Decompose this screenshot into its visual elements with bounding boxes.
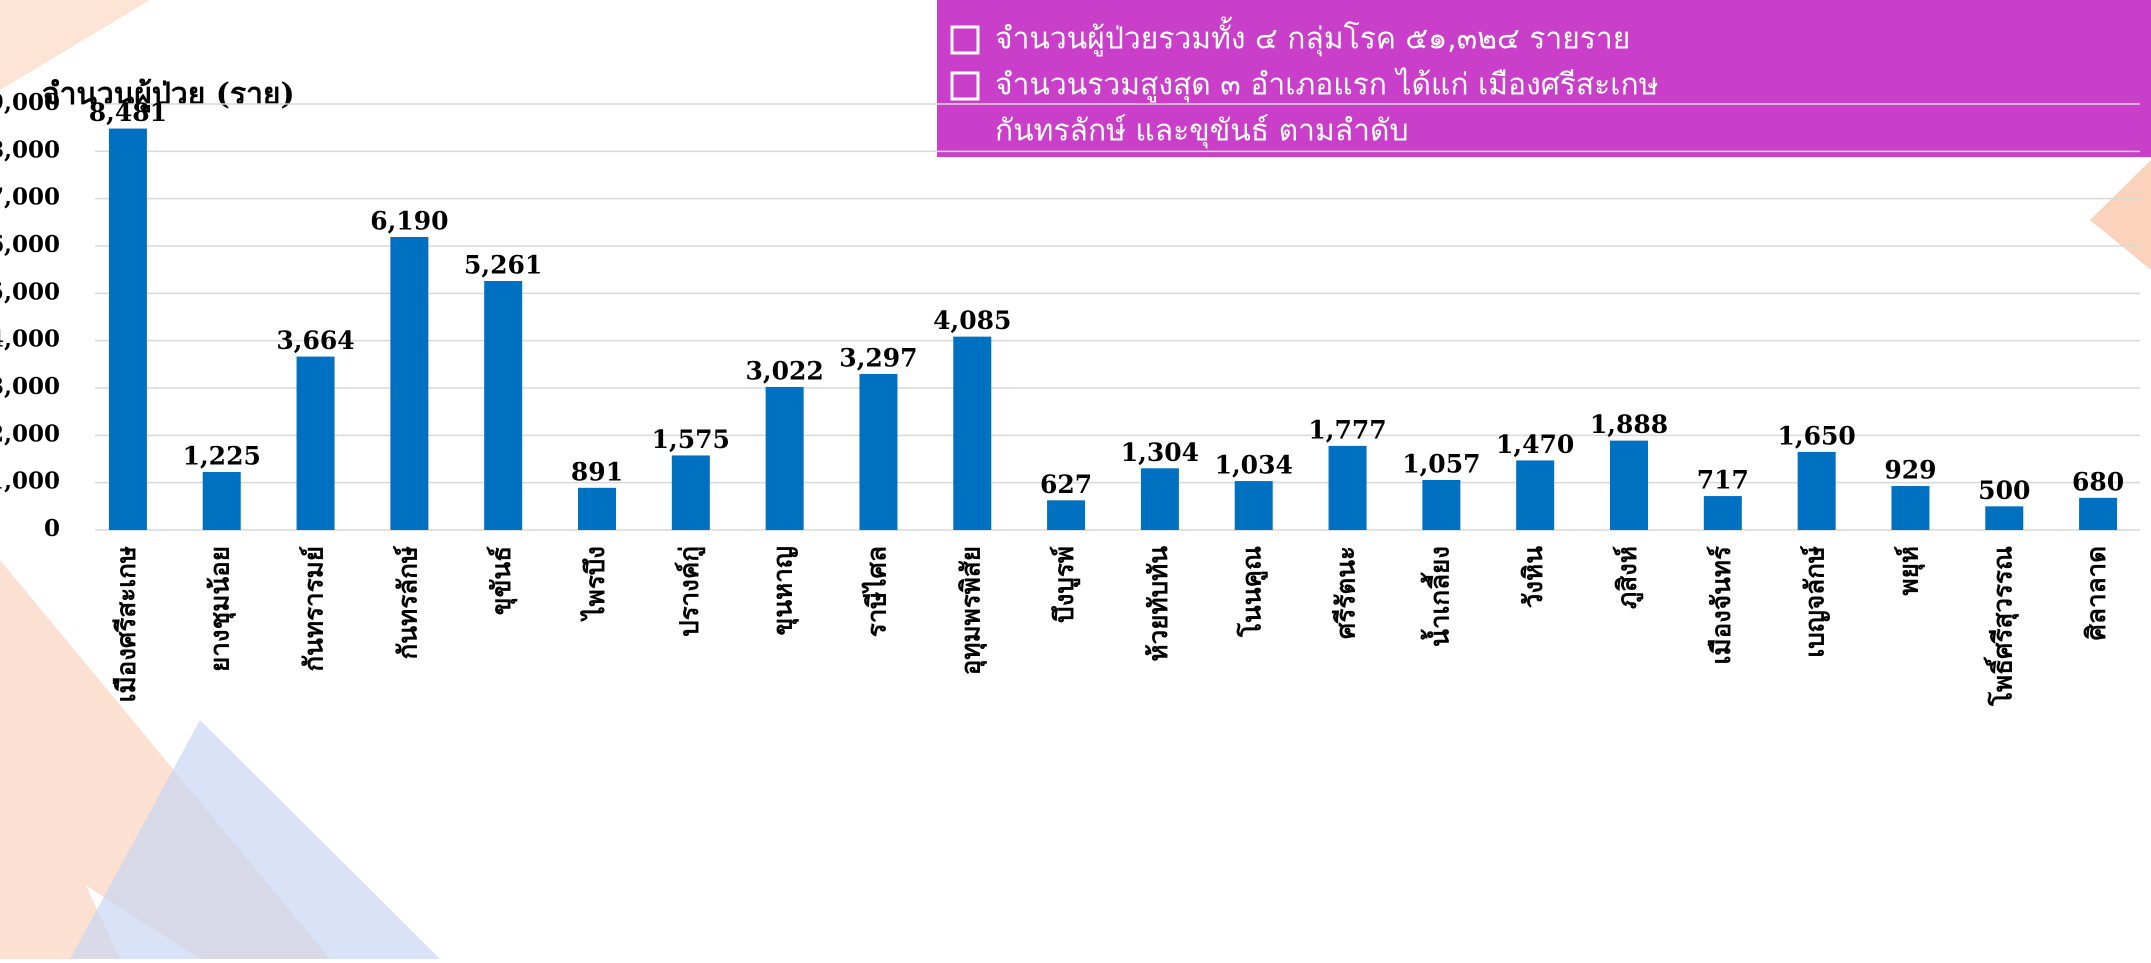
value-label: 1,034 (1215, 451, 1293, 480)
x-tick-label: ขุขันธ์ (486, 546, 518, 615)
bar (671, 455, 710, 530)
x-tick-label: ยางชุมน้อย (206, 546, 237, 672)
bar (390, 237, 429, 531)
decoration (0, 700, 120, 959)
value-label: 3,297 (839, 343, 917, 372)
y-tick-label: 7,000 (0, 184, 60, 211)
x-tick-label: อุทุมพรพิสัย (956, 546, 987, 675)
bar (2079, 497, 2118, 530)
bar (1140, 468, 1179, 530)
x-tick-label: ห้วยทับทัน (1144, 546, 1174, 662)
x-tick-label: ศรีรัตนะ (1332, 546, 1362, 639)
value-label: 627 (1040, 470, 1092, 499)
y-tick-label: 4,000 (0, 326, 60, 353)
value-label: 1,575 (652, 425, 730, 454)
value-label: 1,225 (183, 442, 261, 471)
annotation-text: จำนวนผู้ป่วยรวมทั้ง ๔ กลุ่มโรค ๕๑,๓๒๔ รา… (995, 17, 1630, 58)
value-label: 3,664 (276, 326, 354, 355)
checkbox (950, 71, 980, 101)
x-tick-label: วังหิน (1519, 546, 1549, 608)
bar (108, 128, 147, 531)
decoration (70, 720, 440, 959)
x-tick-label: บึงบูรพ์ (1049, 546, 1081, 623)
bar (202, 472, 241, 530)
value-label: 500 (1978, 476, 2030, 505)
value-label: 6,190 (370, 207, 448, 236)
bar (1797, 451, 1836, 530)
bar (1234, 481, 1273, 530)
bar (578, 487, 616, 530)
x-tick-label: ศิลาลาด (2082, 546, 2112, 640)
value-label: 1,888 (1590, 410, 1668, 439)
x-tick-label: เมืองศรีสะเกษ (112, 546, 142, 702)
bar (1047, 500, 1086, 530)
value-label: 717 (1697, 466, 1749, 495)
annotation-box (937, 0, 2151, 157)
bar (765, 386, 804, 530)
value-label: 929 (1884, 456, 1936, 485)
decoration (2090, 160, 2151, 270)
y-tick-label: 5,000 (0, 278, 60, 305)
value-label: 891 (571, 457, 623, 486)
decoration (0, 0, 150, 90)
y-tick-label: 1,000 (0, 468, 60, 495)
x-tick-label: น้ำเกลี้ยง (1419, 546, 1455, 647)
value-label: 5,261 (464, 250, 542, 279)
y-tick-label: 2,000 (0, 420, 60, 447)
value-label: 1,650 (1777, 421, 1855, 450)
value-label: 3,022 (745, 356, 823, 385)
bar (953, 336, 992, 530)
value-label: 1,470 (1496, 430, 1574, 459)
x-tick-label: โพธิ์ศรีสุวรรณ (1982, 546, 2019, 707)
value-label: 680 (2072, 467, 2124, 496)
checkbox (950, 25, 980, 55)
bar (1516, 460, 1555, 530)
y-tick-label: 9,000 (0, 89, 60, 116)
bar (859, 373, 898, 530)
annotation-text: กันทรลักษ์ และขุขันธ์ ตามลำดับ (995, 114, 1408, 150)
annotations: จำนวนผู้ป่วยรวมทั้ง ๔ กลุ่มโรค ๕๑,๓๒๔ รา… (950, 17, 1659, 150)
value-label: 1,777 (1308, 415, 1386, 444)
x-tick-label: เบญจลักษ์ (1800, 545, 1831, 657)
x-tick-label: ไพรบึง (579, 546, 611, 622)
bar (1422, 479, 1461, 530)
bar (1328, 445, 1367, 530)
y-tick-label: 6,000 (0, 231, 60, 258)
bar (484, 280, 523, 530)
value-label: 1,057 (1402, 449, 1480, 478)
bar (1703, 496, 1742, 530)
value-label: 4,085 (933, 306, 1011, 335)
y-axis-label: จำนวนผู้ป่วย (ราย) (42, 77, 295, 113)
x-tick-label: พยุห์ (1893, 546, 1925, 596)
x-tick-label: ปรางค์กู่ (674, 546, 706, 637)
y-tick-label: 8,000 (0, 136, 60, 163)
bar (1985, 506, 2024, 530)
bar (296, 356, 335, 530)
y-tick-label: 3,000 (0, 373, 60, 400)
y-tick-label: 0 (44, 515, 60, 542)
x-tick-label: ราษีไศล (860, 546, 892, 637)
x-tick-label: ภูสิงห์ (1612, 546, 1644, 609)
x-tick-label: กันทรลักษ์ (392, 545, 423, 659)
x-tick-label: กันทรารมย์ (299, 546, 330, 672)
value-label: 1,304 (1121, 438, 1199, 467)
x-tick-label: ขุนหาญ (769, 546, 800, 635)
bar (1891, 486, 1930, 530)
x-tick-label: โนนคูณ (1236, 546, 1269, 638)
bar (1610, 440, 1648, 530)
value-label: 8,481 (89, 98, 167, 127)
x-tick-label: เมืองจันทร์ (1706, 546, 1737, 664)
annotation-text: จำนวนรวมสูงสุด ๓ อำเภอแรก ได้แก่ เมืองศร… (995, 67, 1659, 104)
